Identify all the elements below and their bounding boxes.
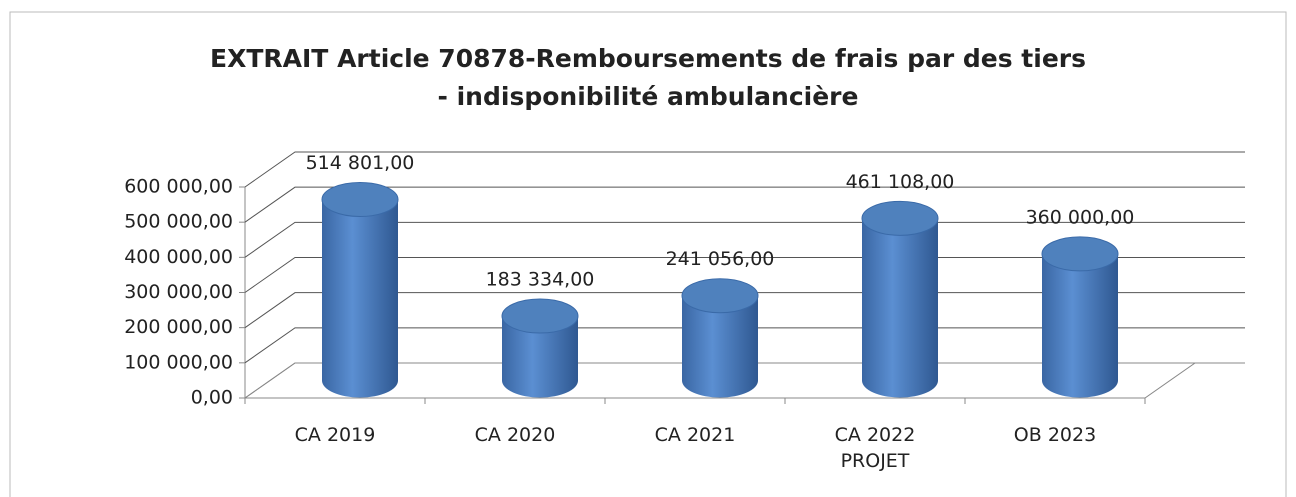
y-tick-label: 200 000,00 xyxy=(124,316,233,338)
bar-top xyxy=(681,278,759,314)
x-tick-label: OB 2023 xyxy=(1013,424,1097,446)
bar xyxy=(322,199,398,398)
grid-line xyxy=(244,186,1245,223)
bar-top xyxy=(861,200,939,236)
value-label: 461 108,00 xyxy=(846,171,955,193)
y-tick-label: 100 000,00 xyxy=(124,351,233,373)
value-label: 514 801,00 xyxy=(306,152,415,174)
value-label: 183 334,00 xyxy=(486,269,595,291)
y-tick-label: 0,00 xyxy=(191,387,233,409)
bar-top xyxy=(321,181,399,217)
x-tick-label: CA 2021 xyxy=(654,424,736,446)
bar xyxy=(682,295,758,398)
bar xyxy=(502,316,578,398)
y-tick-label: 400 000,00 xyxy=(124,246,233,268)
x-tick-label: CA 2022 PROJET xyxy=(834,424,916,472)
bar xyxy=(862,218,938,398)
value-label: 241 056,00 xyxy=(666,248,775,270)
y-tick-label: 500 000,00 xyxy=(124,211,233,233)
bar xyxy=(1042,253,1118,398)
x-tick-label: CA 2019 xyxy=(294,424,376,446)
x-tick-label: CA 2020 xyxy=(474,424,556,446)
grid-line xyxy=(244,151,1245,188)
y-tick-label: 600 000,00 xyxy=(124,176,233,198)
chart-title: EXTRAIT Article 70878-Remboursements de … xyxy=(210,44,1086,111)
bar-top xyxy=(1041,236,1119,272)
y-tick-label: 300 000,00 xyxy=(124,281,233,303)
bar-top xyxy=(501,298,579,334)
chart-frame xyxy=(9,11,1287,497)
value-label: 360 000,00 xyxy=(1026,206,1135,228)
